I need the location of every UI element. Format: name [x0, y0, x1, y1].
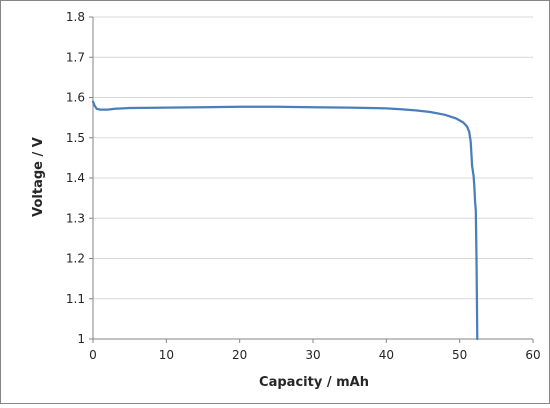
series-layer [91, 100, 479, 341]
x-axis-title: Capacity / mAh [259, 375, 369, 390]
y-tick-label: 1.5 [66, 131, 85, 145]
y-tick-label: 1.1 [66, 292, 85, 306]
axis-layer [89, 16, 534, 343]
y-tick-label: 1.6 [66, 91, 85, 105]
x-tick-label: 0 [89, 348, 97, 362]
y-tick-label: 1.3 [66, 211, 85, 225]
discharge-curve-line [91, 100, 479, 341]
y-tick-label: 1.7 [66, 50, 85, 64]
x-tick-label: 10 [159, 348, 174, 362]
y-tick-label: 1.4 [66, 171, 85, 185]
y-tick-label: 1 [77, 332, 85, 346]
tick-label-layer: 1 1.1 1.2 1.3 1.4 1.5 1.6 1.7 1.8 0 10 20 30 40 50 60 [66, 10, 541, 362]
x-tick-label: 40 [379, 348, 394, 362]
x-tick-label: 60 [525, 348, 540, 362]
x-tick-label: 20 [232, 348, 247, 362]
grid-layer [93, 16, 533, 300]
x-tick-label: 50 [452, 348, 467, 362]
y-axis-title: Voltage / V [31, 137, 46, 217]
y-tick-label: 1.2 [66, 252, 85, 266]
y-tick-label: 1.8 [66, 10, 85, 24]
x-tick-label: 30 [305, 348, 320, 362]
